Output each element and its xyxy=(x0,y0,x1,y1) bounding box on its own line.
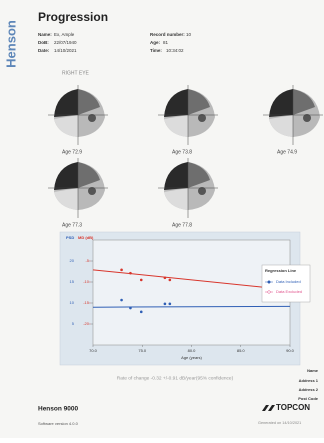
address-line: Address 1 xyxy=(299,378,319,383)
x-tick-label: 85.0 xyxy=(237,348,246,353)
visual-field-plot: Age 77.3 xyxy=(48,158,108,228)
blind-spot xyxy=(88,187,96,195)
y2-tick-label: -10 xyxy=(83,279,90,284)
address-block: Name Address 1 Address 2 Post Code xyxy=(298,368,319,401)
x-tick-label: 70.0 xyxy=(89,348,98,353)
field-value: 14/10/2021 xyxy=(54,48,77,53)
field-age-label: Age 77.8 xyxy=(172,222,192,228)
field-defect xyxy=(188,162,210,188)
y-tick-label: 20 xyxy=(70,258,75,263)
legend-swatch xyxy=(267,290,271,294)
brand-logo: TOPCON xyxy=(262,403,310,412)
field-age-label: Age 77.3 xyxy=(62,222,82,228)
field-defect xyxy=(293,89,315,115)
data-point xyxy=(163,302,167,306)
visual-field-plot: Age 72.9 xyxy=(48,85,108,155)
visual-field-grid: Age 72.9 Age 73.8 Age 74.9 Age 77.3 Age 77.8 xyxy=(48,85,323,228)
trend-line xyxy=(92,269,291,291)
trend-line xyxy=(92,305,291,308)
chart: PSD MD (dB) 5 10 15 20 -20 -15 -10 -5 70.0 75.0 80.0… xyxy=(66,235,311,360)
eye-label: RIGHT EYE xyxy=(62,70,90,76)
visual-field-plot: Age 77.8 xyxy=(158,158,218,228)
field-value: 10:34:02 xyxy=(166,48,184,53)
data-point xyxy=(168,302,172,306)
product-name: Henson 9000 xyxy=(38,406,78,413)
address-line: Address 2 xyxy=(299,387,319,392)
x-tick-label: 80.0 xyxy=(188,348,197,353)
y-tick-label: 15 xyxy=(70,279,75,284)
field-defect xyxy=(78,89,100,115)
field-label: Time: xyxy=(150,48,162,53)
field-value: 22/07/1940 xyxy=(54,40,77,45)
rate-of-change: Rate of change -0.32 +/-0.91 dB/year(95%… xyxy=(117,375,234,381)
x-axis-label: Age (years) xyxy=(181,355,202,360)
field-label: DoB: xyxy=(38,40,49,45)
legend-swatch xyxy=(267,280,271,284)
address-line: Post Code xyxy=(298,396,319,401)
field-defect xyxy=(164,162,188,190)
x-tick-label: 90.0 xyxy=(286,348,295,353)
generated-date: Generated on 14/10/2021 xyxy=(258,421,301,425)
blind-spot xyxy=(198,187,206,195)
blind-spot xyxy=(88,114,96,122)
field-label: Date: xyxy=(38,48,50,53)
patient-info: Name: Ex, Ample DoB: 22/07/1940 Date: 14… xyxy=(38,32,192,53)
field-value: 81 xyxy=(163,40,169,45)
visual-field-plot: Age 74.9 xyxy=(263,85,323,155)
field-lower xyxy=(54,188,78,210)
field-defect xyxy=(54,162,78,190)
data-point xyxy=(163,276,167,280)
y2-tick-label: -5 xyxy=(85,258,89,263)
legend-box xyxy=(261,264,311,303)
legend-title: Regression Line xyxy=(265,268,297,273)
field-lower xyxy=(164,188,188,210)
legend-label: Data Included xyxy=(276,279,301,284)
report-title: Progression xyxy=(38,10,108,24)
field-lower xyxy=(54,115,78,137)
field-value: Ex, Ample xyxy=(54,32,75,37)
field-value: 10 xyxy=(186,32,192,37)
field-age-label: Age 74.9 xyxy=(277,149,297,155)
legend-label: Data Excluded xyxy=(276,289,302,294)
logo-mark xyxy=(262,405,275,411)
field-label: Record number: xyxy=(150,32,185,37)
software-version: Software version 4.0.0 xyxy=(38,421,79,426)
y2-tick-label: -20 xyxy=(83,321,90,326)
field-defect xyxy=(78,162,100,188)
y2-axis-label: MD (dB) xyxy=(78,235,94,240)
field-label: Name: xyxy=(38,32,52,37)
field-age-label: Age 72.9 xyxy=(62,149,82,155)
field-defect xyxy=(54,89,78,117)
field-lower xyxy=(164,115,188,137)
legend: Regression Line Data Included Data Exclude… xyxy=(261,264,311,303)
y-tick-label: 5 xyxy=(72,321,75,326)
x-tick-label: 75.0 xyxy=(138,348,147,353)
brand-name: TOPCON xyxy=(276,403,310,412)
plot-area xyxy=(92,239,291,346)
field-lower xyxy=(269,115,293,137)
data-point xyxy=(120,268,123,272)
sidebar-label: Henson xyxy=(3,20,18,68)
field-label: Age: xyxy=(150,40,161,45)
data-point xyxy=(129,306,132,310)
field-defect xyxy=(188,89,210,115)
blind-spot xyxy=(198,114,206,122)
y2-tick-label: -15 xyxy=(83,300,90,305)
data-point xyxy=(120,298,123,302)
data-point xyxy=(129,271,132,275)
field-defect xyxy=(269,89,293,117)
visual-field-plot: Age 73.8 xyxy=(158,85,218,155)
y-axis-label: PSD xyxy=(66,235,74,240)
field-age-label: Age 73.8 xyxy=(172,149,192,155)
data-point xyxy=(139,310,143,314)
blind-spot xyxy=(303,114,311,122)
data-point xyxy=(139,278,143,282)
field-defect xyxy=(164,89,188,117)
address-line: Name xyxy=(307,368,319,373)
y-tick-label: 10 xyxy=(70,300,75,305)
data-point xyxy=(168,278,172,282)
